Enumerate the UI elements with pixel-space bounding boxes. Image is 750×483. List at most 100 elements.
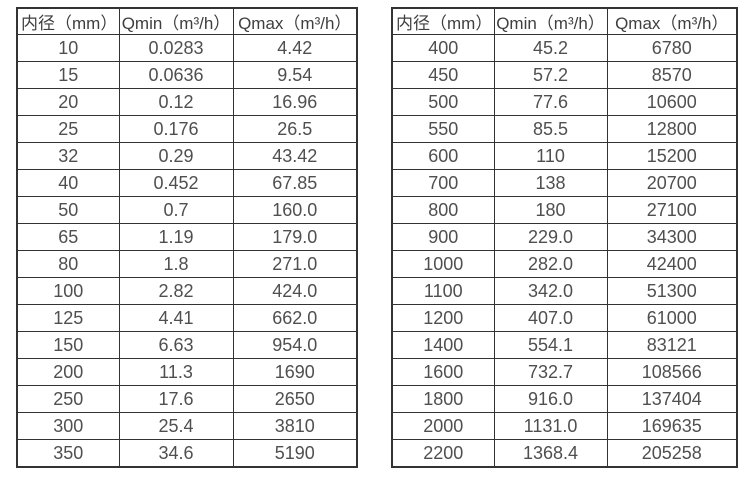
- qmax-cell: 169635: [606, 412, 738, 440]
- table-row: 1800 916.0 137404: [391, 385, 738, 413]
- diameter-cell: 500: [391, 88, 495, 116]
- diameter-cell: 10: [16, 34, 120, 62]
- diameter-header: 内径（mm）: [16, 7, 120, 35]
- qmax-cell: 61000: [606, 304, 738, 332]
- table-row: 600 110 15200: [391, 142, 738, 170]
- table-row: 10 0.0283 4.42: [16, 34, 358, 62]
- qmin-cell: 25.4: [118, 412, 234, 440]
- qmax-cell: 83121: [606, 331, 738, 359]
- qmin-cell: 1368.4: [493, 439, 608, 468]
- qmin-cell: 342.0: [493, 277, 608, 305]
- qmax-cell: 26.5: [232, 115, 358, 143]
- header-row: 内径（mm） Qmin（m³/h） Qmax（m³/h）: [16, 7, 358, 35]
- qmax-cell: 10600: [606, 88, 738, 116]
- table-row: 50 0.7 160.0: [16, 196, 358, 224]
- diameter-cell: 150: [16, 331, 120, 359]
- table-row: 900 229.0 34300: [391, 223, 738, 251]
- qmax-cell: 27100: [606, 196, 738, 224]
- table-row: 800 180 27100: [391, 196, 738, 224]
- diameter-cell: 2200: [391, 439, 495, 468]
- qmax-cell: 15200: [606, 142, 738, 170]
- qmax-cell: 662.0: [232, 304, 358, 332]
- diameter-cell: 125: [16, 304, 120, 332]
- qmax-cell: 51300: [606, 277, 738, 305]
- qmax-header: Qmax（m³/h）: [606, 7, 738, 35]
- qmax-cell: 271.0: [232, 250, 358, 278]
- diameter-cell: 450: [391, 61, 495, 89]
- table-row: 1100 342.0 51300: [391, 277, 738, 305]
- qmax-cell: 1690: [232, 358, 358, 386]
- qmin-cell: 0.12: [118, 88, 234, 116]
- qmax-cell: 42400: [606, 250, 738, 278]
- table-row: 150 6.63 954.0: [16, 331, 358, 359]
- qmin-cell: 554.1: [493, 331, 608, 359]
- qmin-cell: 11.3: [118, 358, 234, 386]
- qmin-cell: 1.8: [118, 250, 234, 278]
- table-row: 450 57.2 8570: [391, 61, 738, 89]
- table-row: 100 2.82 424.0: [16, 277, 358, 305]
- table-row: 1600 732.7 108566: [391, 358, 738, 386]
- table-row: 1400 554.1 83121: [391, 331, 738, 359]
- table-row: 2200 1368.4 205258: [391, 439, 738, 468]
- qmax-cell: 43.42: [232, 142, 358, 170]
- table-row: 550 85.5 12800: [391, 115, 738, 143]
- diameter-cell: 80: [16, 250, 120, 278]
- diameter-cell: 1600: [391, 358, 495, 386]
- qmin-cell: 77.6: [493, 88, 608, 116]
- qmin-cell: 4.41: [118, 304, 234, 332]
- flow-table-large-diameters: 内径（mm） Qmin（m³/h） Qmax（m³/h） 400 45.2 6780 45…: [391, 7, 738, 468]
- diameter-cell: 100: [16, 277, 120, 305]
- diameter-cell: 350: [16, 439, 120, 468]
- table-row: 350 34.6 5190: [16, 439, 358, 468]
- qmin-cell: 0.0636: [118, 61, 234, 89]
- qmax-cell: 205258: [606, 439, 738, 468]
- qmax-cell: 424.0: [232, 277, 358, 305]
- flow-table-small-diameters: 内径（mm） Qmin（m³/h） Qmax（m³/h） 10 0.0283 4.42 1…: [16, 7, 358, 468]
- qmin-cell: 2.82: [118, 277, 234, 305]
- diameter-cell: 1000: [391, 250, 495, 278]
- qmin-cell: 57.2: [493, 61, 608, 89]
- table-row: 25 0.176 26.5: [16, 115, 358, 143]
- diameter-cell: 32: [16, 142, 120, 170]
- table-row: 250 17.6 2650: [16, 385, 358, 413]
- diameter-header: 内径（mm）: [391, 7, 495, 35]
- diameter-cell: 1800: [391, 385, 495, 413]
- qmin-cell: 0.7: [118, 196, 234, 224]
- diameter-cell: 20: [16, 88, 120, 116]
- qmin-cell: 110: [493, 142, 608, 170]
- table-row: 1000 282.0 42400: [391, 250, 738, 278]
- table-row: 80 1.8 271.0: [16, 250, 358, 278]
- qmin-cell: 138: [493, 169, 608, 197]
- qmin-cell: 17.6: [118, 385, 234, 413]
- qmin-cell: 85.5: [493, 115, 608, 143]
- table-row: 32 0.29 43.42: [16, 142, 358, 170]
- qmin-cell: 1.19: [118, 223, 234, 251]
- qmax-cell: 4.42: [232, 34, 358, 62]
- qmax-cell: 20700: [606, 169, 738, 197]
- qmin-cell: 34.6: [118, 439, 234, 468]
- table-row: 40 0.452 67.85: [16, 169, 358, 197]
- diameter-cell: 900: [391, 223, 495, 251]
- table-row: 1200 407.0 61000: [391, 304, 738, 332]
- diameter-cell: 65: [16, 223, 120, 251]
- diameter-cell: 400: [391, 34, 495, 62]
- qmax-cell: 2650: [232, 385, 358, 413]
- qmin-cell: 282.0: [493, 250, 608, 278]
- table-row: 200 11.3 1690: [16, 358, 358, 386]
- qmin-cell: 0.0283: [118, 34, 234, 62]
- qmax-cell: 160.0: [232, 196, 358, 224]
- qmax-cell: 108566: [606, 358, 738, 386]
- qmax-header: Qmax（m³/h）: [232, 7, 358, 35]
- table-row: 300 25.4 3810: [16, 412, 358, 440]
- diameter-cell: 550: [391, 115, 495, 143]
- diameter-cell: 15: [16, 61, 120, 89]
- qmax-cell: 137404: [606, 385, 738, 413]
- table-row: 20 0.12 16.96: [16, 88, 358, 116]
- qmax-cell: 179.0: [232, 223, 358, 251]
- qmax-cell: 3810: [232, 412, 358, 440]
- table-row: 65 1.19 179.0: [16, 223, 358, 251]
- diameter-cell: 700: [391, 169, 495, 197]
- table-row: 125 4.41 662.0: [16, 304, 358, 332]
- qmin-cell: 407.0: [493, 304, 608, 332]
